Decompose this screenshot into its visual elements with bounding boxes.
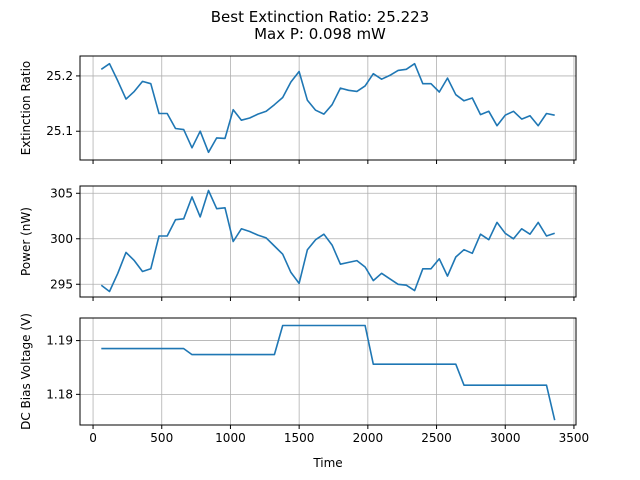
x-tick-label: 500: [150, 431, 173, 445]
x-axis-label: Time: [312, 456, 342, 470]
y-tick-label: 295: [50, 277, 73, 291]
y-tick-label: 1.19: [46, 334, 73, 348]
y-tick-label: 305: [50, 186, 73, 200]
y-axis-label: Power (nW): [19, 207, 33, 276]
series-line-1: [100, 189, 555, 293]
y-axis-label: DC Bias Voltage (V): [19, 313, 33, 430]
y-tick-label: 25.2: [46, 69, 73, 83]
y-axis-label: Extinction Ratio: [19, 61, 33, 156]
y-tick-label: 25.1: [46, 124, 73, 138]
x-tick-label: 3000: [490, 431, 521, 445]
subplot-2: 295 300 305 Power (nW): [19, 185, 577, 301]
figure-title-line2: Max P: 0.098 mW: [254, 25, 386, 43]
series-line-1: [100, 62, 555, 154]
x-tick-label: 2500: [421, 431, 452, 445]
axes-frame: [79, 185, 577, 298]
x-tick-label: 3500: [559, 431, 590, 445]
subplot-1: 25.1 25.2 Extinction Ratio: [19, 55, 577, 164]
y-tick-label: 1.18: [46, 387, 73, 401]
series-line-1: [101, 324, 556, 421]
x-tick-label: 1000: [215, 431, 246, 445]
axes-frame: [79, 55, 577, 161]
figure-title-line1: Best Extinction Ratio: 25.223: [211, 8, 429, 26]
x-tick-label: 1500: [284, 431, 315, 445]
axes-frame: [79, 317, 577, 426]
x-tick-label: 2000: [353, 431, 384, 445]
subplot-3: 0 500 1000 1500 2000 2500 3000 3500 1.18 1.19 DC B…: [19, 313, 589, 445]
y-tick-label: 300: [50, 232, 73, 246]
subplots: 25.1 25.2 Extinction Ratio 295 300 305 Power (…: [19, 55, 589, 445]
x-tick-label: 0: [89, 431, 97, 445]
